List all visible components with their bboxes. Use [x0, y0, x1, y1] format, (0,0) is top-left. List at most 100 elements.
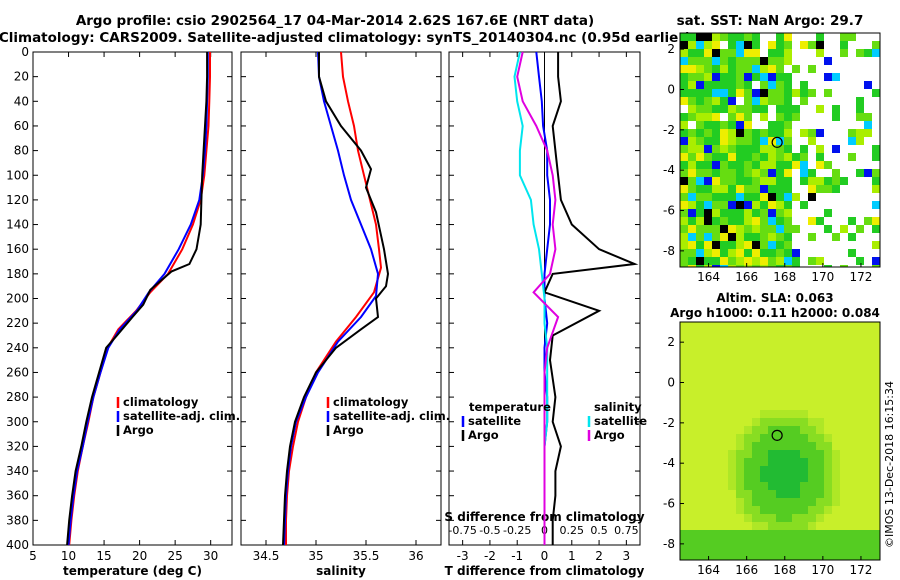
- map-cell: [688, 209, 696, 217]
- map-cell: [808, 169, 816, 177]
- map-cell: [800, 89, 808, 97]
- map-cell: [744, 177, 752, 185]
- map-cell: [752, 57, 760, 65]
- map-cell: [688, 113, 696, 121]
- map-cell: [736, 41, 744, 49]
- y-tick-label: 60: [14, 119, 29, 133]
- x-tick-label: 164: [697, 270, 720, 284]
- map-cell: [768, 41, 776, 49]
- y-tick-label: 140: [6, 218, 29, 232]
- map-cell: [800, 450, 808, 458]
- map-cell: [736, 49, 744, 57]
- map-cell: [872, 89, 880, 97]
- map-cell: [712, 193, 720, 201]
- map-cell: [712, 49, 720, 57]
- map-cell: [688, 225, 696, 233]
- map-cell: [744, 41, 752, 49]
- map-cell: [848, 33, 856, 41]
- map-cell: [704, 97, 712, 105]
- map-cell: [696, 49, 704, 57]
- map-cell: [728, 538, 736, 546]
- map-cell: [768, 201, 776, 209]
- map-cell: [760, 418, 768, 426]
- map-cell: [736, 474, 744, 482]
- y-tick-label: 200: [6, 292, 29, 306]
- map-cell: [752, 41, 760, 49]
- map-cell: [824, 161, 832, 169]
- map-cell: [776, 225, 784, 233]
- map-cell: [696, 225, 704, 233]
- map-cell: [872, 225, 880, 233]
- map-cell: [824, 554, 832, 560]
- y-tick-label: 240: [6, 341, 29, 355]
- map-cell: [752, 506, 760, 514]
- map-cell: [792, 434, 800, 442]
- map-cell: [768, 217, 776, 225]
- map-cell: [784, 209, 792, 217]
- map-cell: [832, 169, 840, 177]
- map-cell: [744, 73, 752, 81]
- map-cell: [776, 506, 784, 514]
- map-cell: [696, 65, 704, 73]
- map-cell: [816, 490, 824, 498]
- map-cell: [728, 65, 736, 73]
- map-cell: [680, 241, 688, 249]
- map-cell: [744, 97, 752, 105]
- map-cell: [688, 249, 696, 257]
- map-cell: [752, 418, 760, 426]
- map-cell: [744, 249, 752, 257]
- map-cell: [776, 458, 784, 466]
- map-cell: [736, 145, 744, 153]
- map-cell: [784, 466, 792, 474]
- map-cell: [688, 73, 696, 81]
- map-cell: [824, 482, 832, 490]
- map-cell: [736, 217, 744, 225]
- map-cell: [744, 209, 752, 217]
- map-cell: [760, 233, 768, 241]
- legend-entry: satellite-adj. clim.: [123, 409, 240, 423]
- map-cell: [872, 177, 880, 185]
- map-cell: [744, 145, 752, 153]
- map-cell: [776, 426, 784, 434]
- map-cell: [696, 153, 704, 161]
- map-cell: [688, 185, 696, 193]
- map-cell: [688, 153, 696, 161]
- map-cell: [680, 153, 688, 161]
- map-cell: [760, 241, 768, 249]
- map-cell: [744, 450, 752, 458]
- map-cell: [736, 33, 744, 41]
- map-cell: [712, 185, 720, 193]
- x-tick-label: 25: [168, 549, 183, 563]
- map-cell: [792, 65, 800, 73]
- map-cell: [808, 217, 816, 225]
- map-cell: [808, 185, 816, 193]
- map-cell: [752, 65, 760, 73]
- map-cell: [792, 490, 800, 498]
- map-cell: [704, 209, 712, 217]
- map-cell: [712, 113, 720, 121]
- map-cell: [792, 498, 800, 506]
- map-cell: [776, 418, 784, 426]
- y-tick-label: 380: [6, 513, 29, 527]
- map-cell: [704, 153, 712, 161]
- map-cell: [768, 506, 776, 514]
- map-cell: [768, 97, 776, 105]
- map-cell: [728, 161, 736, 169]
- map-cell: [760, 498, 768, 506]
- map-cell: [744, 474, 752, 482]
- map-cell: [704, 33, 712, 41]
- map-cell: [760, 57, 768, 65]
- map-cell: [824, 209, 832, 217]
- map-cell: [720, 137, 728, 145]
- map-cell: [808, 434, 816, 442]
- map-cell: [736, 193, 744, 201]
- map-cell: [832, 450, 840, 458]
- map-cell: [688, 233, 696, 241]
- y-tick-label: 2: [667, 42, 675, 56]
- map-cell: [776, 233, 784, 241]
- map-cell: [760, 201, 768, 209]
- map-cell: [792, 474, 800, 482]
- map-cell: [736, 177, 744, 185]
- map-cell: [728, 530, 736, 538]
- map-cell: [680, 201, 688, 209]
